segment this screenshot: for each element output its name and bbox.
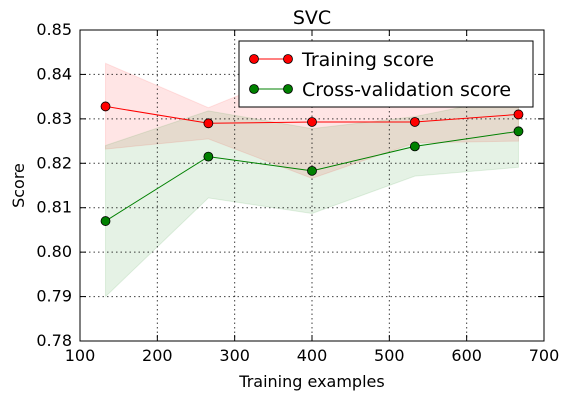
series-0-point-0 [100, 101, 111, 112]
legend-box [238, 40, 534, 108]
legend-label-1: Cross-validation score [302, 79, 511, 101]
x-tick-label-1: 200 [142, 346, 173, 365]
series-1-point-2 [307, 165, 317, 176]
y-tick-label-6: 0.84 [36, 64, 72, 83]
legend-marker-right-0 [283, 54, 293, 64]
series-1-point-3 [409, 141, 420, 152]
series-0-point-1 [203, 118, 214, 129]
y-tick-label-7: 0.85 [36, 20, 72, 39]
legend-marker-left-1 [249, 84, 259, 94]
tick-labels: 100 200 300 400 500 600 700 0.78 0.79 0.80 0.81 0.8… [36, 20, 559, 365]
y-tick-label-4: 0.82 [36, 153, 72, 172]
x-tick-label-0: 100 [65, 346, 96, 365]
series-0-point-4 [513, 109, 524, 120]
y-tick-label-1: 0.79 [36, 287, 72, 306]
x-tick-label-3: 400 [297, 346, 328, 365]
series-1-point-4 [513, 126, 524, 137]
y-tick-label-5: 0.83 [36, 109, 72, 128]
axis-ticks [79, 29, 545, 342]
series-0-point-3 [409, 117, 420, 127]
x-tick-label-2: 300 [219, 346, 250, 365]
legend-marker-right-1 [283, 84, 293, 94]
y-axis-label: Score [9, 163, 28, 208]
chart-title: SVC [293, 7, 331, 29]
series-0-point-2 [307, 117, 317, 127]
x-tick-label-6: 700 [529, 346, 560, 365]
x-axis-label: Training examples [238, 372, 384, 391]
y-tick-label-0: 0.78 [36, 331, 72, 350]
x-tick-label-4: 500 [374, 346, 405, 365]
series-1-point-1 [203, 151, 214, 162]
legend-marker-left-0 [249, 54, 259, 64]
legend: Training score Cross-validation score [238, 40, 534, 108]
x-tick-label-5: 600 [451, 346, 482, 365]
series-1-point-0 [100, 216, 111, 226]
y-tick-label-2: 0.80 [36, 242, 72, 261]
legend-label-0: Training score [301, 49, 434, 71]
y-tick-label-3: 0.81 [36, 198, 72, 217]
series-points [100, 101, 524, 226]
